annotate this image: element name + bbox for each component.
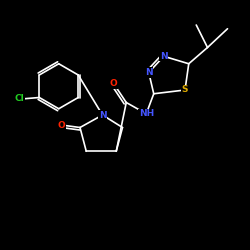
- Text: S: S: [182, 86, 188, 94]
- Text: O: O: [110, 79, 118, 88]
- Text: O: O: [58, 120, 65, 130]
- Text: N: N: [99, 110, 106, 120]
- Text: NH: NH: [138, 109, 154, 118]
- Text: N: N: [145, 68, 152, 77]
- Text: Cl: Cl: [14, 94, 24, 103]
- Text: N: N: [160, 52, 168, 61]
